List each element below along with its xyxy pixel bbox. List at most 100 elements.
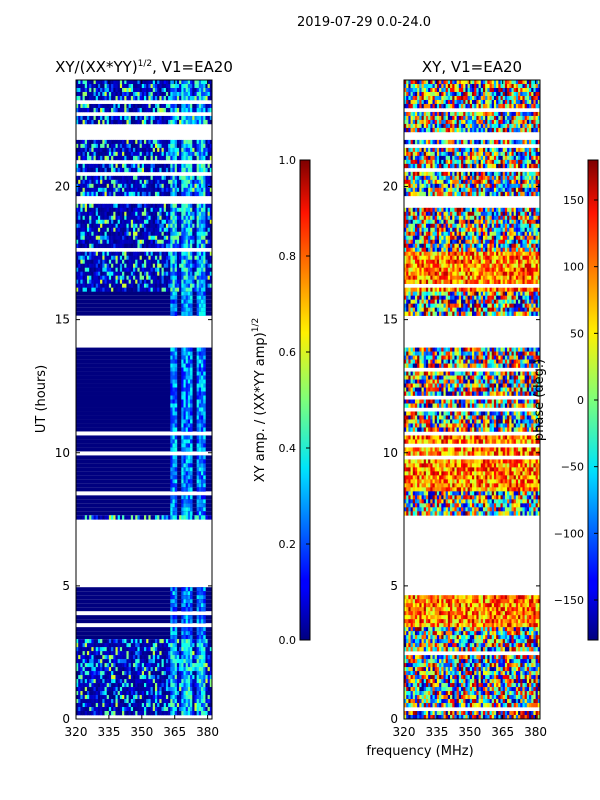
heatmap-cell	[181, 643, 184, 648]
heatmap-cell	[196, 439, 200, 444]
heatmap-cell	[139, 187, 143, 193]
heatmap-cell	[529, 80, 532, 85]
heatmap-cell	[203, 203, 206, 209]
heatmap-cell	[76, 699, 79, 704]
heatmap-cell	[135, 103, 138, 109]
heatmap-cell	[174, 83, 178, 89]
heatmap-cell	[108, 95, 112, 101]
heatmap-cell	[454, 99, 457, 105]
heatmap-cell	[423, 99, 427, 105]
heatmap-cell	[181, 711, 184, 716]
heatmap-cell	[97, 183, 101, 189]
heatmap-cell	[159, 711, 162, 716]
heatmap-cell	[78, 107, 81, 113]
heatmap-cell	[148, 87, 151, 93]
heatmap-cell	[133, 267, 136, 272]
heatmap-cell	[533, 80, 536, 85]
heatmap-cell	[183, 243, 186, 249]
heatmap-cell	[170, 255, 173, 261]
heatmap-cell	[203, 291, 206, 296]
heatmap-cell	[122, 151, 125, 157]
heatmap-cell	[144, 239, 147, 245]
heatmap-cell	[84, 215, 88, 221]
heatmap-cell	[148, 675, 151, 680]
heatmap-cell	[152, 259, 156, 265]
heatmap-cell	[89, 219, 92, 225]
heatmap-cell	[119, 179, 123, 185]
heatmap-cell	[91, 223, 94, 229]
heatmap-cell	[144, 687, 147, 692]
heatmap-cell	[174, 383, 178, 388]
heatmap-cell	[190, 223, 193, 229]
heatmap-cell	[115, 707, 118, 712]
heatmap-cell	[192, 119, 195, 125]
heatmap-cell	[181, 423, 184, 428]
heatmap-cell	[76, 283, 79, 288]
heatmap-cell	[493, 91, 497, 97]
heatmap-cell	[192, 279, 195, 284]
heatmap-cell	[522, 91, 525, 97]
heatmap-cell	[135, 83, 138, 89]
heatmap-cell	[148, 175, 151, 181]
heatmap-cell	[452, 80, 455, 85]
heatmap-cell	[172, 387, 176, 392]
heatmap-cell	[176, 639, 180, 644]
heatmap-cell	[161, 271, 165, 276]
heatmap-cell	[82, 255, 86, 261]
heatmap-cell	[130, 83, 134, 89]
heatmap-cell	[78, 191, 81, 197]
heatmap-cell	[190, 275, 193, 280]
heatmap-row	[76, 383, 212, 388]
heatmap-cell	[115, 175, 118, 181]
heatmap-cell	[122, 655, 125, 660]
heatmap-cell	[165, 695, 169, 700]
heatmap-cell	[447, 87, 451, 93]
heatmap-cell	[179, 647, 182, 652]
heatmap-cell	[172, 291, 176, 296]
heatmap-cell	[104, 707, 108, 712]
heatmap-cell	[104, 275, 108, 280]
heatmap-cell	[474, 83, 477, 89]
heatmap-cell	[78, 223, 81, 229]
heatmap-cell	[203, 507, 206, 512]
heatmap-cell	[183, 479, 186, 484]
heatmap-cell	[187, 299, 191, 304]
heatmap-cell	[185, 619, 189, 624]
heatmap-cell	[205, 167, 208, 173]
heatmap-cell	[159, 695, 162, 700]
heatmap-cell	[491, 83, 495, 89]
heatmap-cell	[159, 83, 162, 89]
heatmap-cell	[122, 143, 125, 149]
heatmap-cell	[183, 211, 186, 217]
heatmap-cell	[89, 647, 92, 652]
heatmap-cell	[95, 231, 99, 237]
heatmap-cell	[82, 239, 86, 245]
heatmap-cell	[93, 651, 97, 656]
heatmap-cell	[203, 91, 206, 97]
colorbar-tick-label: 0.2	[279, 538, 297, 551]
heatmap-cell	[194, 687, 197, 692]
heatmap-cell	[154, 263, 158, 269]
heatmap-cell	[209, 643, 212, 648]
heatmap-cell	[122, 163, 125, 169]
heatmap-cell	[124, 243, 127, 249]
heatmap-cell	[76, 239, 79, 245]
heatmap-cell	[174, 503, 178, 508]
heatmap-cell	[111, 191, 114, 197]
heatmap-cell	[190, 667, 193, 672]
heatmap-cell	[176, 287, 180, 292]
heatmap-cell	[203, 351, 206, 356]
heatmap-cell	[172, 183, 176, 189]
heatmap-cell	[170, 627, 173, 632]
heatmap-cell	[194, 663, 197, 668]
heatmap-cell	[489, 99, 493, 105]
heatmap-cell	[80, 515, 83, 520]
heatmap-cell	[141, 215, 145, 221]
heatmap-cell	[130, 515, 134, 520]
heatmap-cell	[203, 163, 206, 169]
heatmap-cell	[203, 119, 206, 125]
heatmap-cell	[137, 175, 140, 181]
heatmap-cell	[124, 639, 127, 644]
heatmap-cell	[137, 203, 140, 209]
heatmap-cell	[168, 691, 171, 696]
